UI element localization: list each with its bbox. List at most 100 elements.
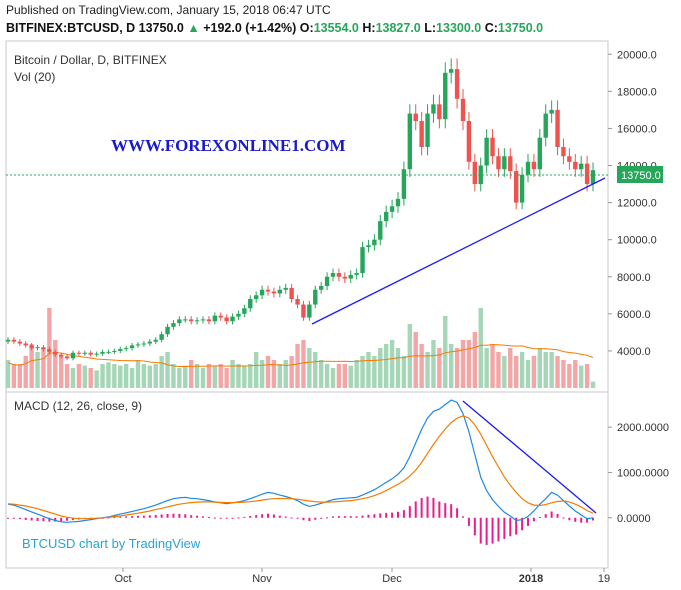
macd-histogram-bar (190, 515, 193, 518)
volume-bar (218, 364, 223, 388)
volume-bar (561, 360, 566, 388)
volume-bar (118, 365, 123, 388)
candle-body (94, 353, 99, 355)
symbol-label: BITFINEX:BTCUSD, D (6, 21, 136, 35)
volume-bar (307, 348, 312, 388)
candle-body (194, 320, 200, 322)
macd-histogram-bar (574, 517, 577, 522)
candle-body (259, 289, 265, 296)
candle-body (118, 349, 123, 351)
macd-histogram-bar (125, 516, 128, 518)
candle-body (590, 170, 596, 185)
macd-histogram-bar (326, 517, 329, 519)
candle-body (389, 206, 395, 212)
candle-body (100, 351, 105, 354)
macd-histogram-bar (202, 516, 204, 518)
macd-layer (7, 399, 594, 545)
macd-histogram-bar (456, 508, 459, 518)
macd-histogram-bar (444, 503, 447, 518)
macd-histogram-bar (172, 513, 175, 518)
volume-bar (76, 364, 82, 388)
candle-body (513, 171, 519, 203)
candle-body (5, 339, 11, 342)
close-value: 13750.0 (497, 21, 544, 35)
macd-histogram-bar (509, 517, 512, 537)
volume-bar (378, 348, 383, 388)
close-label: C: (484, 21, 498, 35)
candle-body (82, 352, 88, 354)
macd-histogram-bar (308, 517, 311, 522)
volume-bar (58, 356, 64, 388)
volume-bar (448, 344, 454, 388)
volume-bar (484, 348, 489, 388)
macd-histogram-bar (532, 517, 535, 522)
volume-bar (242, 365, 247, 388)
candle-body (53, 351, 58, 355)
last-price-tag-text: 13750.0 (621, 170, 661, 182)
candle-body (147, 341, 153, 344)
volume-bar (454, 348, 460, 388)
candle-body (484, 137, 489, 166)
candle-body (360, 247, 365, 274)
candle-body (413, 113, 418, 122)
volume-bar (549, 352, 554, 388)
candle-body (330, 273, 336, 277)
volume-bar (431, 340, 436, 388)
volume-bar (330, 368, 336, 388)
macd-histogram-bar (137, 515, 139, 518)
price-tick-label: 6000.0 (617, 309, 651, 321)
volume-bar (525, 360, 531, 388)
macd-histogram-bar (142, 515, 145, 518)
macd-histogram-bar (237, 517, 240, 519)
macd-histogram-bar (568, 517, 571, 521)
macd-histogram-bar (243, 516, 246, 518)
chart-frame (5, 40, 609, 569)
volume-bar (259, 360, 265, 388)
macd-pane-title: MACD (12, 26, close, 9) (14, 399, 142, 413)
macd-histogram-bar (290, 517, 293, 519)
volume-bar (188, 360, 194, 388)
volume-bar (513, 356, 519, 388)
price-tick-label: 8000.0 (617, 272, 651, 284)
volume-bar (141, 364, 147, 388)
candle-body (106, 351, 111, 353)
macd-trendline[interactable] (462, 400, 597, 514)
candle-body (366, 245, 371, 248)
symbol-ohlc-line: BITFINEX:BTCUSD, D 13750.0 ▲ +192.0 (+1.… (6, 21, 543, 35)
volume-bar (171, 364, 176, 388)
candle-body (573, 161, 578, 170)
macd-histogram-bar (503, 517, 506, 539)
price-trendline[interactable] (311, 177, 606, 325)
macd-histogram-bar (113, 517, 116, 519)
candle-body (265, 289, 271, 292)
candle-body (112, 350, 117, 352)
price-tick-label: 18000.0 (617, 86, 657, 98)
volume-bar (23, 356, 28, 388)
macd-histogram-bar (278, 515, 281, 518)
macd-histogram-bar (485, 517, 488, 545)
candle-body (242, 308, 247, 314)
candle-body (502, 156, 507, 170)
volume-bar (277, 364, 283, 388)
volume-bar (395, 348, 401, 388)
volume-ma-line (7, 344, 594, 367)
volume-bar (206, 364, 212, 388)
volume-bar (112, 364, 117, 388)
x-tick-label: Nov (252, 573, 272, 585)
candle-body (313, 289, 318, 305)
macd-histogram-bar (397, 511, 399, 518)
x-tick-label: Oct (114, 573, 131, 585)
x-tick-label: Dec (382, 573, 402, 585)
volume-bar (401, 356, 407, 388)
macd-histogram-bar (527, 517, 529, 526)
macd-histogram-bar (592, 517, 594, 521)
volume-bar (472, 332, 478, 388)
volume-bar (106, 362, 111, 388)
candle-body (289, 287, 294, 300)
macd-histogram-bar (361, 515, 364, 518)
volume-bar (129, 368, 135, 388)
volume-bar (437, 348, 442, 388)
volume-bar (590, 381, 596, 388)
volume-bar (271, 360, 277, 388)
